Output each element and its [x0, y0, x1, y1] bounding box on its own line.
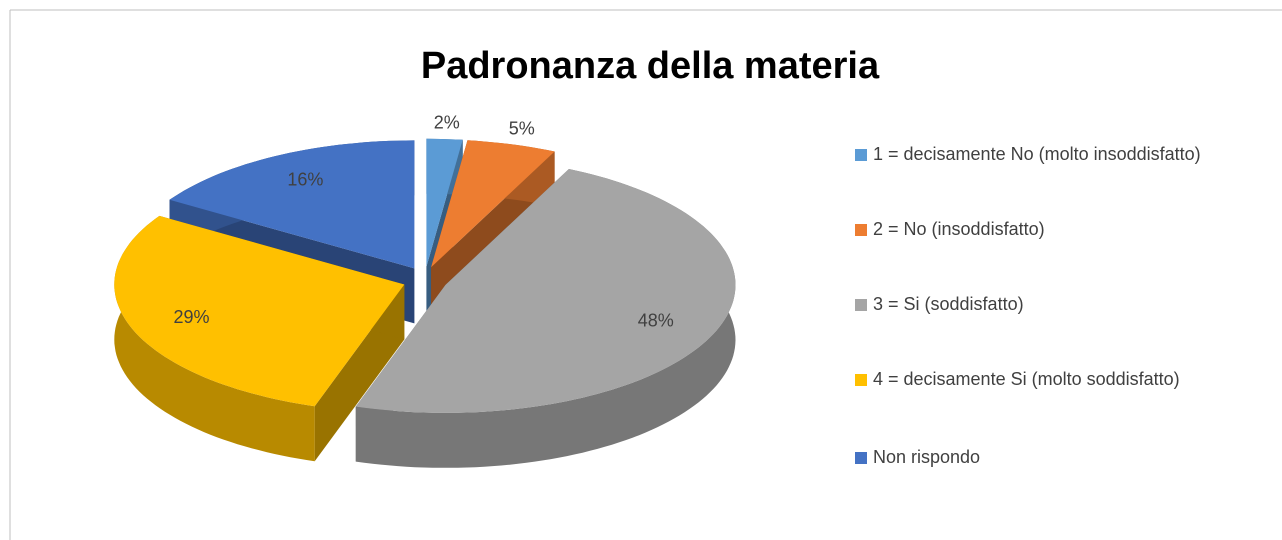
slice	[426, 138, 463, 267]
data-label: 16%	[287, 170, 323, 190]
legend-label: Non rispondo	[873, 447, 981, 467]
legend-label: 4 = decisamente Si (molto soddisfatto)	[873, 369, 1180, 389]
data-label: 48%	[638, 310, 674, 330]
legend-item: Non rispondo	[855, 443, 980, 471]
slice	[169, 140, 415, 269]
legend-label: 1 = decisamente No (molto insoddisfatto)	[873, 144, 1201, 164]
legend-label: 2 = No (insoddisfatto)	[873, 219, 1045, 239]
data-label: 2%	[434, 112, 460, 132]
legend-label: 3 = Si (soddisfatto)	[873, 294, 1024, 314]
slice-side	[114, 215, 315, 462]
data-label: 5%	[509, 118, 535, 138]
chart-title: Padronanza della materia	[421, 45, 880, 87]
legend-item: 3 = Si (soddisfatto)	[855, 290, 1024, 318]
legend-swatch	[855, 224, 867, 236]
slice	[355, 169, 736, 413]
legend-swatch	[855, 452, 867, 464]
legend-item: 1 = decisamente No (molto insoddisfatto)	[855, 140, 1201, 168]
legend-item: 4 = decisamente Si (molto soddisfatto)	[855, 365, 1180, 393]
slice	[431, 140, 555, 268]
slice	[114, 215, 405, 407]
data-label: 29%	[173, 307, 209, 327]
legend-item: 2 = No (insoddisfatto)	[855, 215, 1045, 243]
legend-swatch	[855, 149, 867, 161]
legend-swatch	[855, 374, 867, 386]
legend-swatch	[855, 299, 867, 311]
